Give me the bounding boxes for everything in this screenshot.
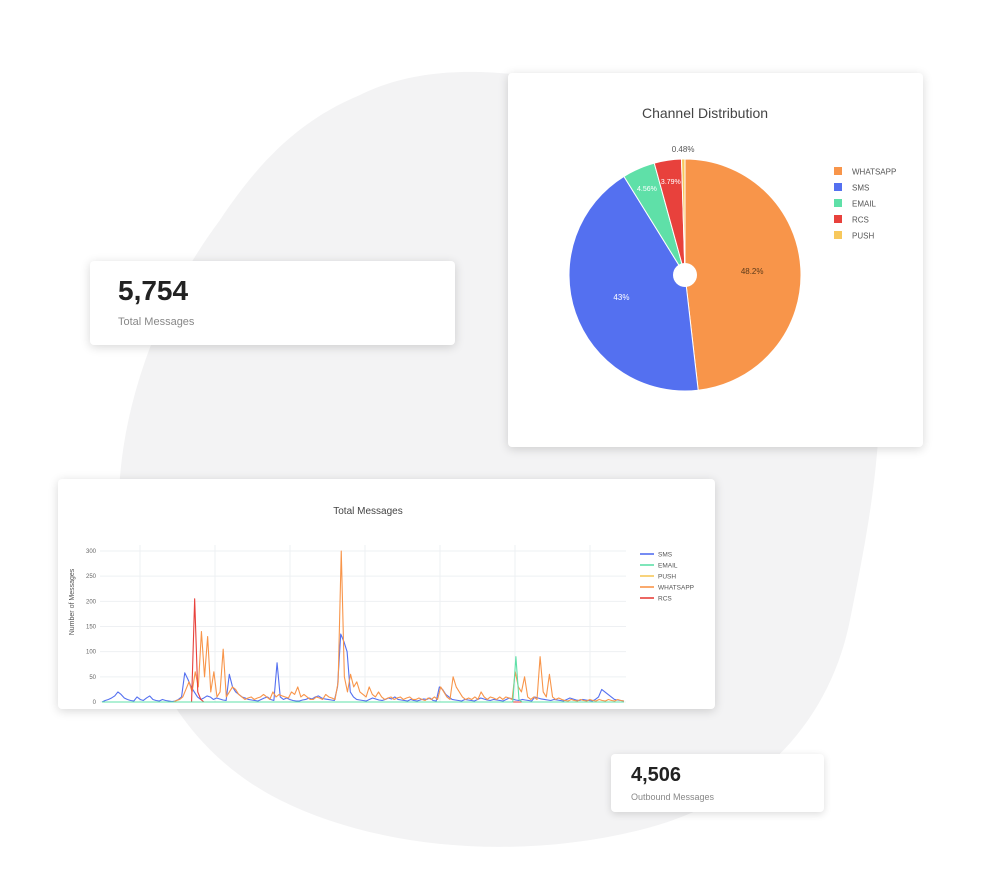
pie-legend-swatch-push [834,231,842,239]
y-tick-label: 0 [93,700,97,706]
line-title: Total Messages [333,506,402,517]
line-legend-item-whatsapp[interactable]: WHATSAPP [658,585,694,592]
line-legend-item-rcs[interactable]: RCS [658,596,672,603]
y-tick-label: 300 [86,549,97,555]
outbound-messages-label: Outbound Messages [631,792,715,802]
y-tick-label: 250 [86,574,97,580]
y-tick-label: 200 [86,599,97,605]
channel-distribution-card: Channel Distribution 48.2% 43% 4.56% 3.79% 0… [508,73,923,447]
pie-legend-item-sms[interactable]: SMS [852,184,869,193]
y-tick-label: 150 [86,625,97,631]
pie-label-push: 0.48% [672,145,695,154]
pie-slice-whatsapp[interactable] [684,158,802,391]
pie-label-rcs: 3.79% [661,179,681,186]
outbound-messages-value: 4,506 [631,764,682,786]
pie-legend-item-rcs[interactable]: RCS [852,216,869,225]
series-line-rcs [102,598,624,703]
pie-label-sms: 43% [613,293,629,302]
total-messages-label: Total Messages [118,316,195,328]
line-legend-item-push[interactable]: PUSH [658,574,676,581]
pie-title: Channel Distribution [642,105,768,121]
pie-legend-swatch-sms [834,183,842,191]
y-tick-label: 100 [86,650,97,656]
pie-hole [673,263,697,287]
pie-label-email: 4.56% [637,186,657,193]
pie-legend-item-whatsapp[interactable]: WHATSAPP [852,168,896,177]
total-messages-chart-card: Total Messages Number of Messages 0 50 100… [58,479,715,709]
outbound-messages-card: 4,506 Outbound Messages [611,754,824,812]
pie-slice-push[interactable] [680,158,686,276]
series-line-whatsapp [102,550,625,703]
total-messages-card: 5,754 Total Messages [90,261,455,345]
total-messages-chart: Total Messages Number of Messages 0 50 100… [69,506,694,706]
pie-legend-swatch-email [834,199,842,207]
pie-label-whatsapp: 48.2% [741,267,764,276]
channel-distribution-chart: Channel Distribution 48.2% 43% 4.56% 3.79% 0… [568,105,896,392]
total-messages-value: 5,754 [118,275,189,306]
series-line-email [102,656,624,703]
pie-legend-swatch-rcs [834,215,842,223]
series-line-sms [101,633,625,703]
pie-legend-swatch-whatsapp [834,167,842,175]
pie-slice-sms[interactable] [568,175,699,392]
y-tick-label: 50 [89,675,96,681]
pie-legend-item-email[interactable]: EMAIL [852,200,877,209]
line-legend-item-sms[interactable]: SMS [658,552,673,559]
pie-legend-item-push[interactable]: PUSH [852,232,874,241]
line-legend-item-email[interactable]: EMAIL [658,563,678,570]
y-axis-label: Number of Messages [69,568,76,635]
